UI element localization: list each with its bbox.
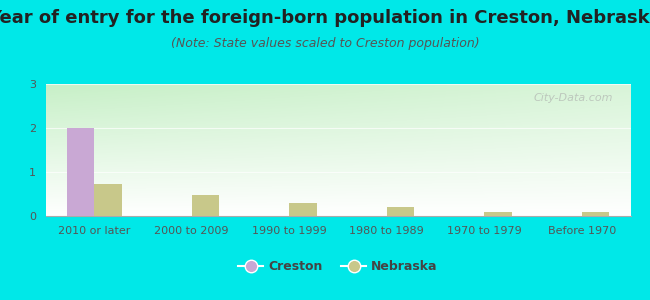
Bar bbox=[67, 128, 94, 216]
Bar bbox=[484, 212, 512, 216]
Text: (Note: State values scaled to Creston population): (Note: State values scaled to Creston po… bbox=[171, 38, 479, 50]
Legend: Creston, Nebraska: Creston, Nebraska bbox=[233, 255, 443, 278]
Bar bbox=[387, 207, 414, 216]
Bar bbox=[94, 184, 122, 216]
Bar bbox=[192, 195, 219, 216]
Text: City-Data.com: City-Data.com bbox=[534, 93, 613, 103]
Bar bbox=[289, 203, 317, 216]
Bar bbox=[582, 212, 609, 216]
Text: Year of entry for the foreign-born population in Creston, Nebraska: Year of entry for the foreign-born popul… bbox=[0, 9, 650, 27]
